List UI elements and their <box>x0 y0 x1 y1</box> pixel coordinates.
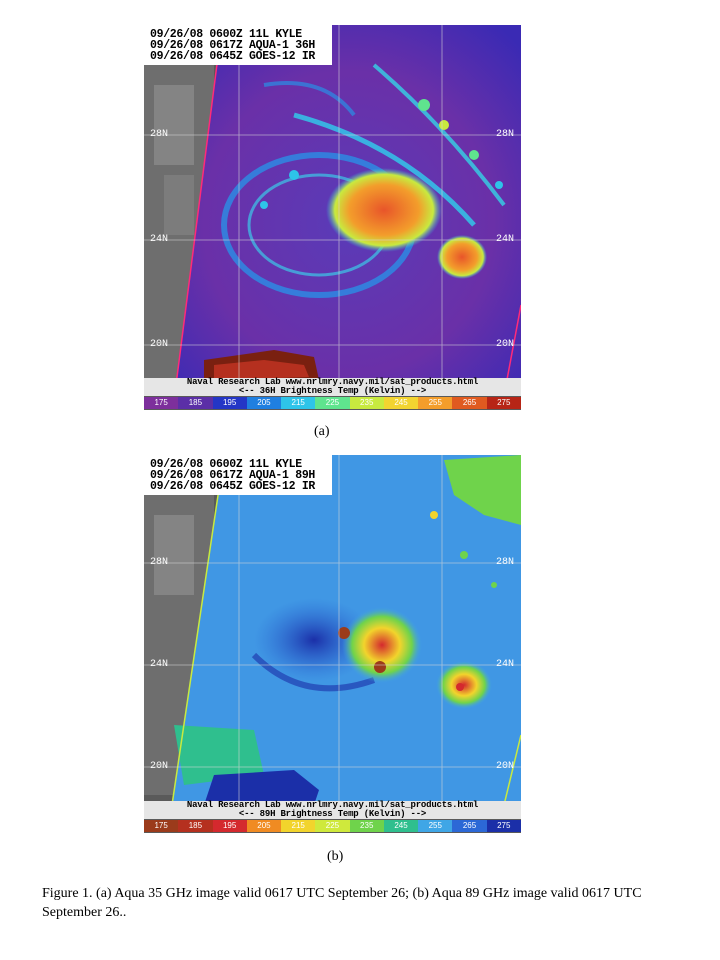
colorbar-tick: 255 <box>418 397 453 409</box>
panel-b-footer-source: Naval Research Lab www.nrlmry.navy.mil/s… <box>186 800 479 810</box>
figure-caption: Figure 1. (a) Aqua 35 GHz image valid 06… <box>42 886 642 920</box>
colorbar-tick: 235 <box>349 820 384 832</box>
lat-label: 28N <box>496 129 515 140</box>
colorbar-tick: 205 <box>246 820 282 832</box>
lat-label: 20N <box>496 761 515 772</box>
colorbar-tick: 265 <box>452 820 487 832</box>
panel-a-footer-source: Naval Research Lab www.nrlmry.navy.mil/s… <box>186 377 479 387</box>
colorbar-tick: 215 <box>281 397 316 409</box>
colorbar-tick: 225 <box>315 820 350 832</box>
panel-a-header: 09/26/08 0600Z 11L KYLE 09/26/08 0617Z AQ… <box>144 25 332 65</box>
panel-b-header: 09/26/08 0600Z 11L KYLE 09/26/08 0617Z AQ… <box>144 455 332 495</box>
panel-a-caption: (a) <box>314 424 330 439</box>
colorbar-tick: 265 <box>452 397 487 409</box>
lat-label: 24N <box>150 659 169 670</box>
colorbar-tick: 225 <box>315 397 350 409</box>
lat-label: 28N <box>150 557 169 568</box>
colorbar-tick: 205 <box>246 397 282 409</box>
panel-a-footer-units: <-- 36H Brightness Temp (Kelvin) --> <box>238 386 427 396</box>
panel-b-caption: (b) <box>327 849 344 864</box>
colorbar-tick: 175 <box>144 820 179 832</box>
colorbar-tick: 195 <box>212 820 247 832</box>
panel-a-satellite-image: 09/26/08 0600Z 11L KYLE 09/26/08 0617Z AQ… <box>144 25 521 410</box>
panel-b-image <box>144 455 521 833</box>
panel-b-satellite-image: 09/26/08 0600Z 11L KYLE 09/26/08 0617Z AQ… <box>144 455 521 833</box>
lat-label: 28N <box>150 129 169 140</box>
panel-b-colorbar: 175 185 195 205 215 225 235 245 255 265 … <box>144 820 521 832</box>
panel-a-header-line: 09/26/08 0645Z GOES-12 IR <box>150 50 316 63</box>
panel-a-image <box>144 25 521 410</box>
panel-a-header-line: 09/26/08 0617Z AQUA-1 36H <box>150 39 316 52</box>
lat-label: 20N <box>150 761 169 772</box>
colorbar-tick: 275 <box>486 397 521 409</box>
lat-label: 28N <box>496 557 515 568</box>
panel-b-footer-units: <-- 89H Brightness Temp (Kelvin) --> <box>238 809 427 819</box>
panel-b-header-line: 09/26/08 0617Z AQUA-1 89H <box>150 469 316 482</box>
panel-b-header-line: 09/26/08 0600Z 11L KYLE <box>150 458 302 471</box>
colorbar-tick: 255 <box>418 820 453 832</box>
lat-label: 24N <box>496 234 515 245</box>
panel-a-colorbar: 175 185 195 205 215 225 235 245 255 265 … <box>144 397 521 409</box>
colorbar-tick: 185 <box>178 397 213 409</box>
panel-b-footer: Naval Research Lab www.nrlmry.navy.mil/s… <box>144 801 521 819</box>
colorbar-tick: 275 <box>486 820 521 832</box>
lat-label: 20N <box>150 339 169 350</box>
panel-a-footer: Naval Research Lab www.nrlmry.navy.mil/s… <box>144 378 521 396</box>
lat-label: 24N <box>150 234 169 245</box>
colorbar-tick: 235 <box>349 397 384 409</box>
colorbar-tick: 215 <box>281 820 316 832</box>
lat-label: 24N <box>496 659 515 670</box>
panel-a-header-line: 09/26/08 0600Z 11L KYLE <box>150 28 302 41</box>
colorbar-tick: 245 <box>383 397 419 409</box>
panel-b-header-line: 09/26/08 0645Z GOES-12 IR <box>150 480 316 493</box>
colorbar-tick: 185 <box>178 820 213 832</box>
colorbar-tick: 175 <box>144 397 179 409</box>
colorbar-tick: 195 <box>212 397 247 409</box>
colorbar-tick: 245 <box>383 820 419 832</box>
lat-label: 20N <box>496 339 515 350</box>
